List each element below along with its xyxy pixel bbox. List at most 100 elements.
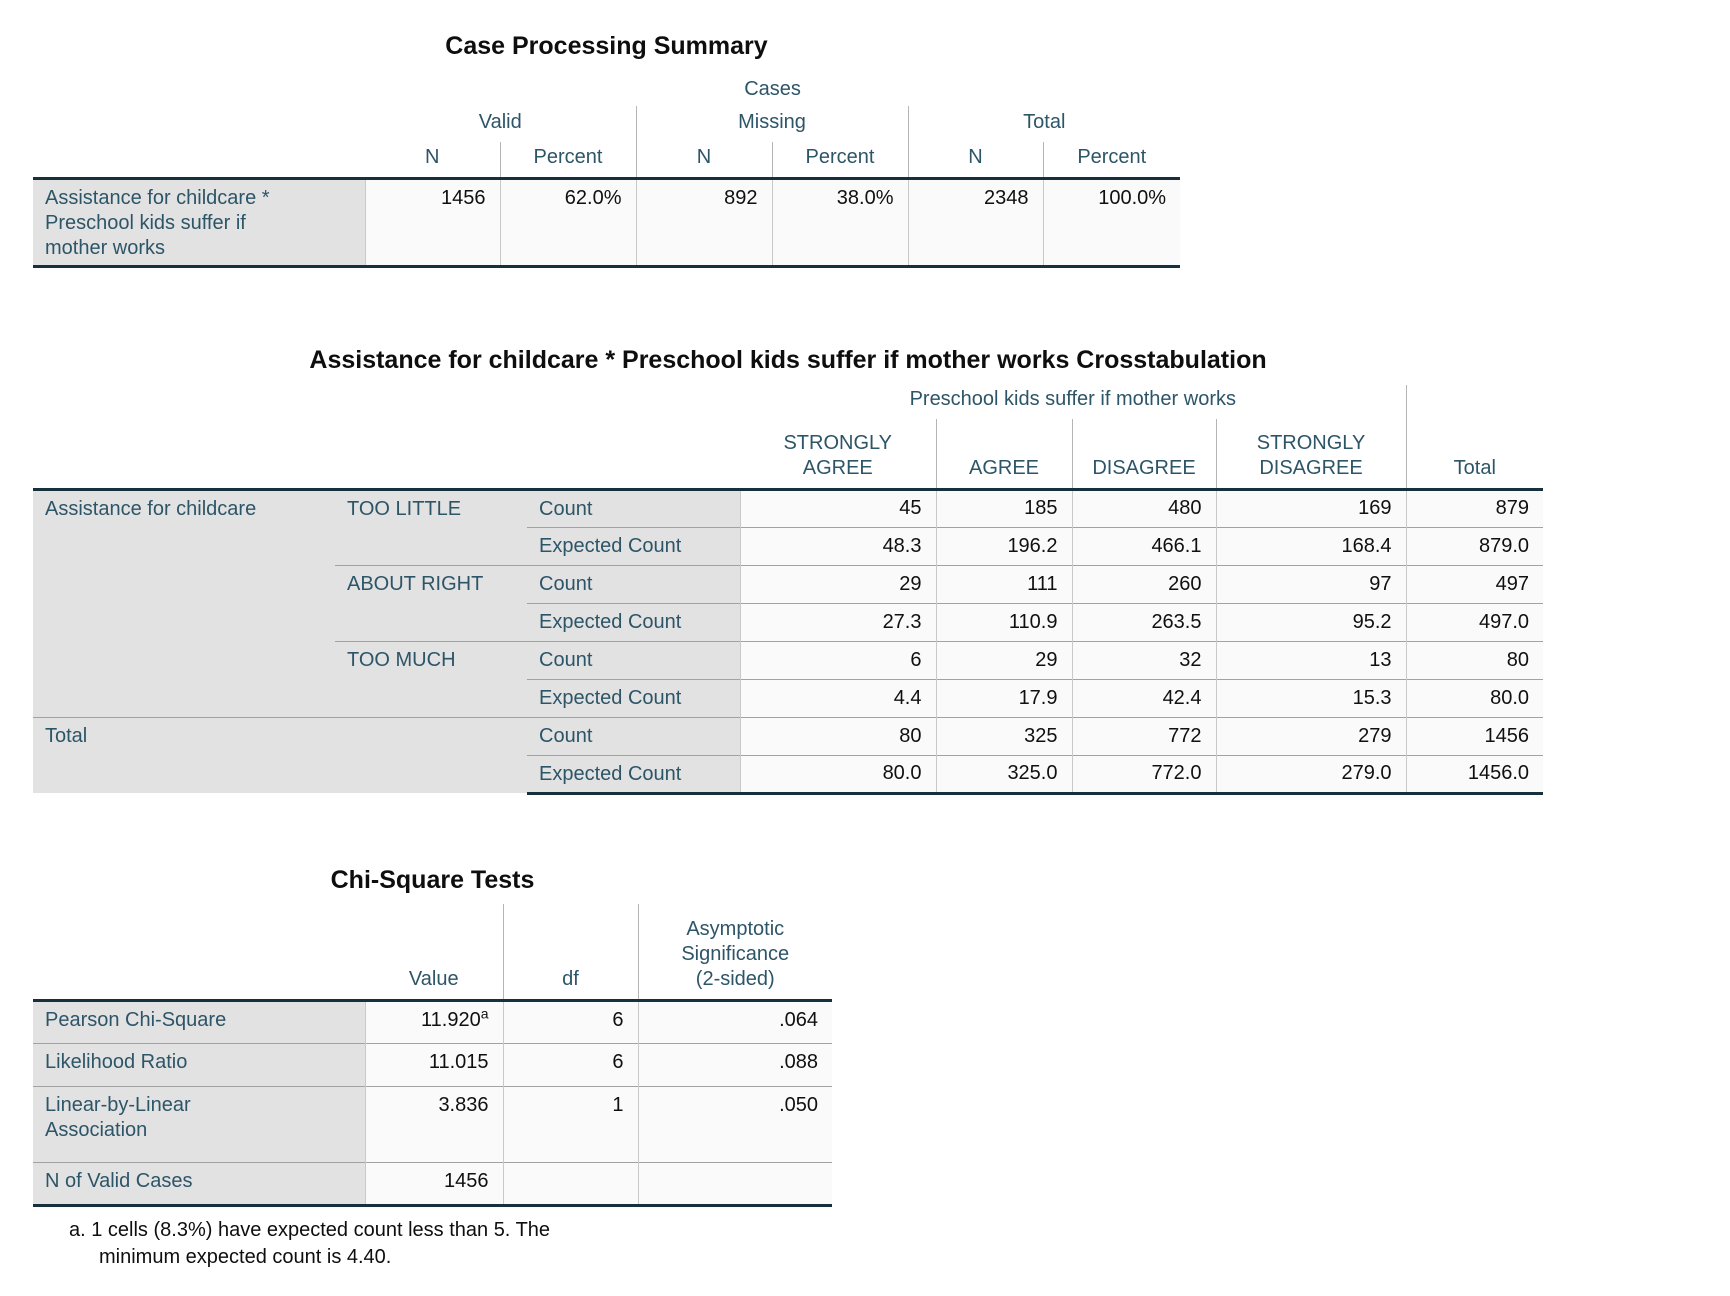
missing-group-header: Missing xyxy=(635,106,908,142)
cell-value: 97 xyxy=(1215,564,1407,603)
cell-value: 6 xyxy=(739,640,936,679)
cell-value: 196.2 xyxy=(935,526,1072,565)
table-row: Likelihood Ratio 11.015 6 .088 xyxy=(33,1042,832,1086)
stat-label-count: Count xyxy=(527,564,740,603)
asymptotic-significance-header: Asymptotic Significance (2-sided) xyxy=(637,904,832,1000)
sig-cell: .088 xyxy=(637,1042,832,1086)
table-row: TOO MUCH Count 6 29 32 13 80 xyxy=(33,640,1544,717)
cell-value: 110.9 xyxy=(935,602,1072,641)
footnote-line-1: a. 1 cells (8.3%) have expected count le… xyxy=(69,1218,551,1241)
cell-value: 279.0 xyxy=(1215,754,1407,795)
value-cell: 11.920a xyxy=(364,998,503,1043)
cell-value: 466.1 xyxy=(1071,526,1216,565)
cell-value: 48.3 xyxy=(739,526,936,565)
cell-value: 13 xyxy=(1215,640,1407,679)
crosstabulation-table: Assistance for childcare * Preschool kid… xyxy=(33,343,1544,795)
cell-value: 1456.0 xyxy=(1405,754,1544,795)
total-group-header: Total xyxy=(907,106,1181,142)
cell-value: 879.0 xyxy=(1405,526,1544,565)
crosstab-grid: Preschool kids suffer if mother works To… xyxy=(33,385,1544,795)
test-label: Linear-by-Linear Association xyxy=(33,1085,365,1162)
missing-percent-value: 38.0% xyxy=(771,176,908,268)
strongly-disagree-header: STRONGLY DISAGREE xyxy=(1215,419,1407,489)
total-n-value: 2348 xyxy=(907,176,1043,268)
cell-value: 42.4 xyxy=(1071,678,1216,717)
total-percent-value: 100.0% xyxy=(1042,176,1181,268)
df-cell xyxy=(502,1161,638,1207)
cell-value: 497 xyxy=(1405,564,1544,603)
cell-value: 80 xyxy=(1405,640,1544,679)
table-row: Pearson Chi-Square 11.920a 6 .064 xyxy=(33,998,832,1043)
table-row: Linear-by-Linear Association 3.836 1 .05… xyxy=(33,1085,832,1162)
cell-value: 168.4 xyxy=(1215,526,1407,565)
cell-value: 260 xyxy=(1071,564,1216,603)
row-variable-label: Assistance for childcare xyxy=(33,487,335,717)
table-row: N of Valid Cases 1456 xyxy=(33,1161,832,1207)
chi-square-tests-table: Chi-Square Tests Value df Asymptotic Sig… xyxy=(33,864,832,1271)
crosstab-title: Assistance for childcare * Preschool kid… xyxy=(309,346,1267,374)
crosstab-corner-blank xyxy=(33,385,740,489)
table-row: Expected Count 27.3 110.9 263.5 95.2 497… xyxy=(33,602,1544,641)
value-cell: 1456 xyxy=(364,1161,503,1207)
chi-square-grid: Value df Asymptotic Significance (2-side… xyxy=(33,904,832,1207)
chi-square-title: Chi-Square Tests xyxy=(330,866,535,894)
cell-value: 80 xyxy=(739,716,936,755)
cell-value: 32 xyxy=(1071,640,1216,679)
valid-percent-header: Percent xyxy=(499,142,636,178)
df-cell: 1 xyxy=(502,1085,638,1162)
stat-label-expected: Expected Count xyxy=(527,678,740,717)
cell-value: 29 xyxy=(935,640,1072,679)
total-row-label: Total xyxy=(33,716,527,793)
corner-blank-cell xyxy=(33,70,365,178)
cell-value: 4.4 xyxy=(739,678,936,717)
table-row: Expected Count 80.0 325.0 772.0 279.0 14… xyxy=(33,754,1544,795)
cell-value: 80.0 xyxy=(1405,678,1544,717)
valid-n-header: N xyxy=(425,145,440,168)
stat-label-count: Count xyxy=(527,716,740,755)
cell-value: 95.2 xyxy=(1215,602,1407,641)
category-too-little: TOO LITTLE xyxy=(335,487,527,565)
table-row: Total Count 80 325 772 279 1456 xyxy=(33,716,1544,793)
missing-percent-header: Percent xyxy=(771,142,908,178)
cell-value: 325.0 xyxy=(935,754,1072,795)
agree-header: AGREE xyxy=(935,419,1072,489)
cell-value: 29 xyxy=(739,564,936,603)
disagree-header: DISAGREE xyxy=(1071,419,1216,489)
sig-cell: .064 xyxy=(637,998,832,1043)
case-processing-summary-table: Case Processing Summary Cases Valid Miss… xyxy=(33,30,1181,268)
cell-value: 772.0 xyxy=(1071,754,1216,795)
cell-value: 1456 xyxy=(1405,716,1544,755)
case-processing-grid: Cases Valid Missing Total N Percent N Pe… xyxy=(33,70,1181,268)
table-row: Expected Count 4.4 17.9 42.4 15.3 80.0 xyxy=(33,678,1544,717)
row-label-cell: Assistance for childcare * Preschool kid… xyxy=(33,176,365,268)
footnote-line-2: minimum expected count is 4.40. xyxy=(99,1245,392,1268)
chi-corner-blank xyxy=(33,904,365,1000)
cell-value: 263.5 xyxy=(1071,602,1216,641)
cell-value: 169 xyxy=(1215,487,1407,527)
cell-value: 17.9 xyxy=(935,678,1072,717)
table-footnote: a. 1 cells (8.3%) have expected count le… xyxy=(33,1217,832,1271)
column-variable-spanner: Preschool kids suffer if mother works xyxy=(909,388,1236,410)
missing-n-value: 892 xyxy=(635,176,772,268)
footnote-marker: a xyxy=(480,1004,489,1021)
value-column-header: Value xyxy=(408,967,459,990)
table-row: Assistance for childcare TOO LITTLE Coun… xyxy=(33,487,1544,717)
stat-label-count: Count xyxy=(527,487,740,527)
df-cell: 6 xyxy=(502,998,638,1043)
sig-cell xyxy=(637,1161,832,1207)
df-cell: 6 xyxy=(502,1042,638,1086)
cell-value: 497.0 xyxy=(1405,602,1544,641)
valid-group-header: Valid xyxy=(478,111,522,133)
category-too-much: TOO MUCH xyxy=(335,640,527,717)
value-cell: 11.015 xyxy=(364,1042,503,1086)
cases-spanner-header: Cases xyxy=(744,78,801,100)
cell-value: 80.0 xyxy=(739,754,936,795)
total-n-header: N xyxy=(907,142,1043,178)
sig-cell: .050 xyxy=(637,1085,832,1162)
strongly-agree-header: STRONGLY AGREE xyxy=(783,431,893,479)
cell-value: 27.3 xyxy=(739,602,936,641)
case-processing-title: Case Processing Summary xyxy=(445,32,768,60)
cell-value: 279 xyxy=(1215,716,1407,755)
cell-value: 111 xyxy=(935,564,1072,603)
category-about-right: ABOUT RIGHT xyxy=(335,564,527,641)
